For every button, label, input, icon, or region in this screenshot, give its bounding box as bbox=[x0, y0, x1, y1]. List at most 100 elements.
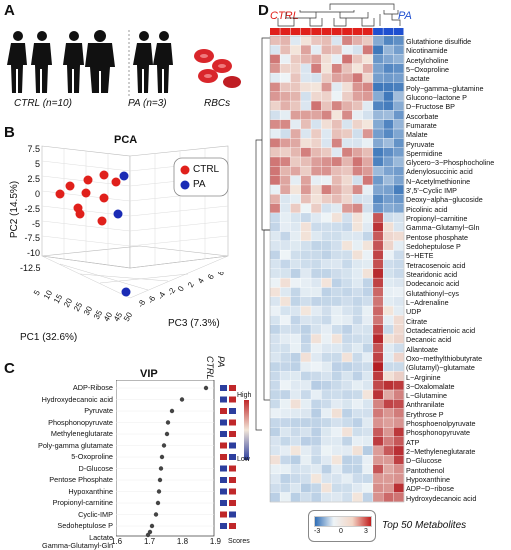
heatmap-cell bbox=[300, 334, 311, 344]
heatmap-cell bbox=[352, 446, 363, 455]
group-bar-cell bbox=[383, 28, 394, 35]
heatmap-cell bbox=[393, 492, 404, 502]
heatmap-cell bbox=[373, 147, 383, 157]
heatmap-row-label: Lactate bbox=[406, 74, 430, 84]
heatmap-cell bbox=[321, 427, 332, 437]
heatmap-cell bbox=[290, 63, 301, 73]
heatmap-cell bbox=[321, 203, 332, 213]
heatmap-cell bbox=[373, 259, 383, 269]
vip-label: Propionyl-carnitine bbox=[52, 498, 113, 507]
heatmap-cell bbox=[290, 483, 301, 493]
heatmap-cell bbox=[300, 362, 311, 372]
heatmap-cell bbox=[290, 464, 301, 474]
heatmap-cell bbox=[290, 259, 301, 269]
pca-point bbox=[55, 189, 65, 199]
heatmap-cell bbox=[311, 166, 322, 176]
heatmap-cell bbox=[311, 91, 322, 101]
heatmap-cell bbox=[311, 287, 322, 297]
heatmap-cell bbox=[290, 371, 301, 381]
heatmap-row-label: UDP bbox=[406, 307, 422, 317]
heatmap-cell bbox=[383, 483, 394, 493]
vip-point bbox=[149, 523, 155, 529]
heatmap-cell bbox=[362, 82, 373, 92]
group-bar-cell bbox=[331, 28, 342, 35]
heatmap-row-label: Pentose phosphate bbox=[406, 232, 468, 242]
heatmap-cell bbox=[342, 203, 353, 213]
heatmap-cell bbox=[331, 73, 342, 83]
heatmap-cell bbox=[373, 222, 383, 232]
heatmap-cell bbox=[290, 315, 301, 325]
heatmap-cell bbox=[342, 63, 353, 73]
heatmap-row-labels: Glutathione disulfide Nicotinamide Acetylc… bbox=[406, 0, 511, 550]
heatmap-cell bbox=[331, 278, 342, 288]
heatmap-cell bbox=[300, 390, 311, 400]
heatmap-cell bbox=[280, 91, 291, 101]
silhouette-icon bbox=[63, 31, 84, 93]
heatmap-cell bbox=[352, 380, 363, 390]
legend-pa-marker bbox=[180, 180, 190, 190]
heatmap-cell bbox=[300, 82, 311, 92]
heatmap-cell bbox=[300, 474, 311, 483]
heatmap-cell bbox=[383, 315, 394, 325]
heatmap-cell bbox=[280, 446, 291, 455]
heatmap-cell bbox=[342, 110, 353, 120]
body-silhouettes bbox=[7, 30, 241, 96]
heatmap-cell bbox=[331, 36, 342, 45]
vip-point bbox=[157, 477, 163, 483]
heatmap-cell bbox=[321, 306, 332, 316]
heatmap-cell bbox=[300, 408, 311, 418]
vip-plot bbox=[116, 380, 249, 538]
heatmap-cell bbox=[393, 36, 404, 45]
pca-plot bbox=[41, 145, 229, 299]
heatmap-cell bbox=[290, 455, 301, 465]
heatmap-cell bbox=[342, 101, 353, 111]
heatmap-cell bbox=[280, 203, 291, 213]
heatmap-row-label: 3',5'−Cyclic IMP bbox=[406, 186, 457, 196]
heatmap-cell bbox=[373, 278, 383, 288]
heatmap-cell bbox=[321, 138, 332, 148]
heatmap-cell bbox=[331, 399, 342, 409]
heatmap-row-label: Propionyl−carnitine bbox=[406, 214, 468, 224]
heatmap-cell bbox=[362, 222, 373, 232]
group-bar-cell bbox=[373, 28, 383, 35]
heatmap-cell bbox=[362, 399, 373, 409]
heatmap-row-label: Oxo−methylthiobutyrate bbox=[406, 353, 483, 363]
heatmap-cell bbox=[373, 464, 383, 474]
heatmap-cell bbox=[270, 315, 280, 325]
heatmap-cell bbox=[321, 194, 332, 204]
heatmap-cell bbox=[300, 36, 311, 45]
heatmap-row-label: Spermidine bbox=[406, 148, 443, 158]
heatmap-cell bbox=[362, 296, 373, 306]
heatmap-cell bbox=[373, 371, 383, 381]
heatmap-cell bbox=[280, 269, 291, 278]
heatmap-cell bbox=[290, 418, 301, 428]
heatmap-cell bbox=[383, 119, 394, 129]
heatmap-row-label: 2−Methyleneglutarate bbox=[406, 447, 476, 457]
heatmap-cell bbox=[383, 436, 394, 446]
heatmap-cell bbox=[290, 129, 301, 139]
heatmap-cell bbox=[300, 436, 311, 446]
heatmap-cell bbox=[393, 185, 404, 195]
heatmap-cell bbox=[280, 45, 291, 55]
vip-label: ADP-Ribose bbox=[72, 383, 113, 392]
heatmap-gradient bbox=[314, 516, 372, 527]
heatmap-cell bbox=[362, 427, 373, 437]
heatmap-cell bbox=[342, 390, 353, 400]
heatmap-cell bbox=[290, 427, 301, 437]
heatmap-cell bbox=[331, 259, 342, 269]
heatmap-cell bbox=[352, 36, 363, 45]
heatmap-cell bbox=[393, 324, 404, 334]
heatmap-cell bbox=[311, 269, 322, 278]
heatmap-cell bbox=[331, 380, 342, 390]
heatmap-row-label: N−Acetylmethionine bbox=[406, 176, 471, 186]
heatmap-cell bbox=[373, 82, 383, 92]
heatmap-cell bbox=[393, 343, 404, 353]
pc3-tick: -4 bbox=[156, 290, 168, 301]
heatmap-cell bbox=[300, 166, 311, 176]
heatmap-cell bbox=[373, 91, 383, 101]
heatmap-cell bbox=[280, 324, 291, 334]
heatmap-cell bbox=[331, 147, 342, 157]
heatmap-cell bbox=[270, 390, 280, 400]
panel-label-a: A bbox=[4, 2, 15, 19]
heatmap-cell bbox=[290, 250, 301, 260]
